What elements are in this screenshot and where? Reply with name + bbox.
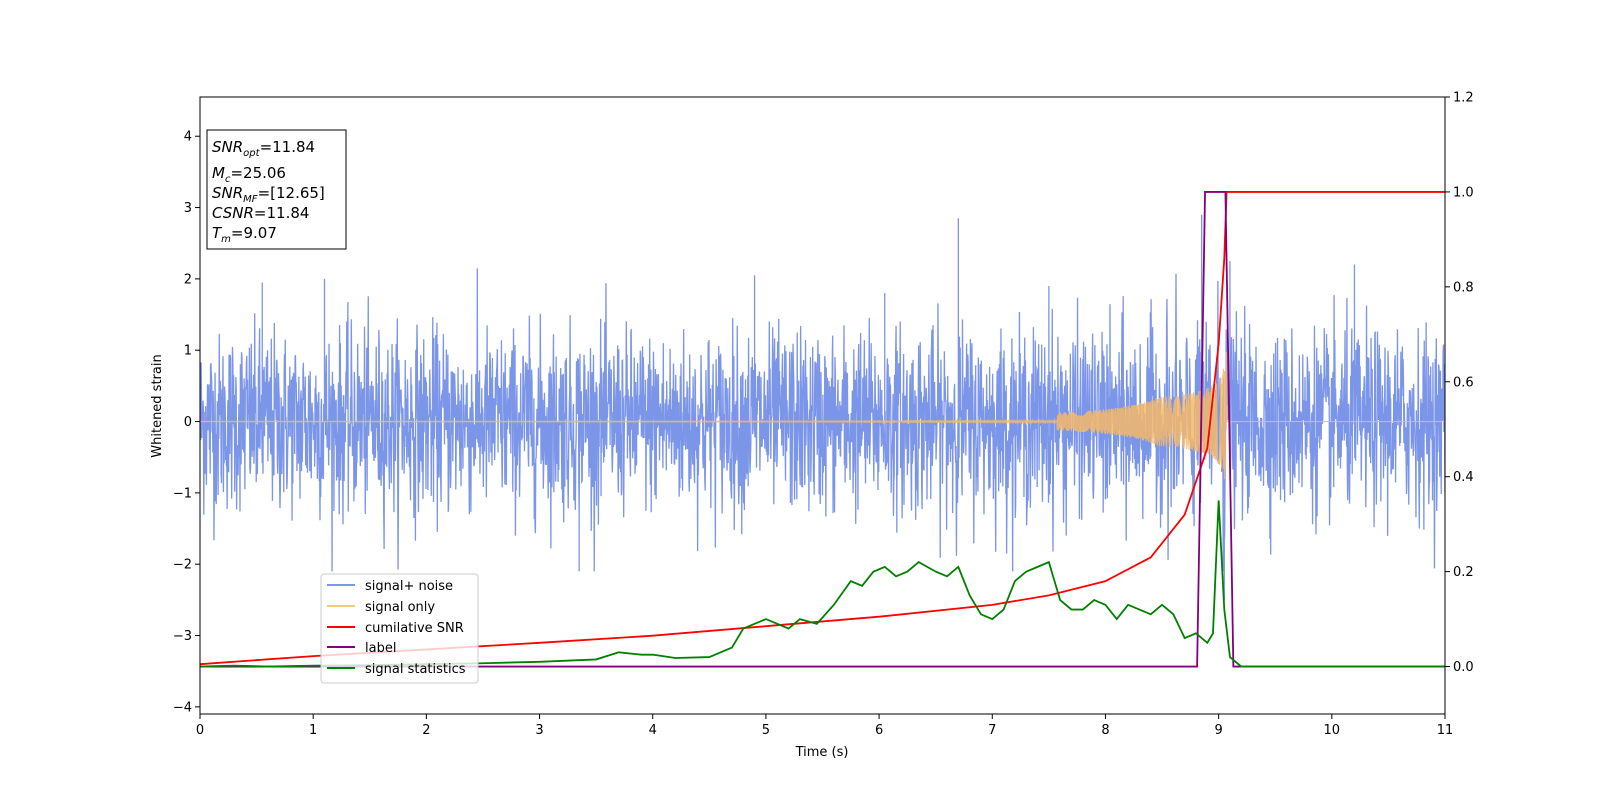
info-snr-opt: SNRopt=11.84 [212,138,315,159]
legend-label-cumulative-snr: cumilative SNR [365,621,464,636]
series-signal-only [200,351,1445,480]
y-tick-label: −4 [173,700,192,715]
x-tick-label: 8 [1101,723,1109,738]
x-tick-label: 3 [535,723,543,738]
x-tick-label: 0 [196,723,204,738]
y-tick-label: 3 [184,201,192,216]
x-tick-label: 5 [762,723,770,738]
x-axis-title: Time (s) [795,745,849,760]
y-tick-label: −1 [173,486,192,501]
x-tick-label: 11 [1437,723,1454,738]
series-signal-statistics [200,500,1445,668]
legend-item-label: label [327,641,396,656]
y-tick-label: −3 [173,629,192,644]
x-tick-label: 2 [422,723,430,738]
y-tick-label: 2 [184,272,192,287]
info-box: SNRopt=11.84 Mc=25.06 SNRMF=[12.65] CSNR… [206,129,347,250]
x-tick-label: 10 [1324,723,1341,738]
x-tick-label: 7 [988,723,996,738]
y2-tick-label: 0.2 [1453,565,1474,580]
x-tick-label: 1 [309,723,317,738]
y-tick-label: 0 [184,415,192,430]
plot-frame [199,96,1446,715]
x-tick-label: 6 [875,723,883,738]
y-tick-label: 1 [184,344,192,359]
y2-tick-label: 1.2 [1453,91,1474,106]
x-tick-label: 4 [649,723,657,738]
legend-label-signal-only: signal only [365,600,435,615]
y2-tick-label: 0.6 [1453,375,1474,390]
y-tick-label: 4 [184,130,192,145]
x-tick-label: 9 [1214,723,1222,738]
info-snr-mf: SNRMF=[12.65] [212,184,325,205]
info-box-frame [206,129,347,250]
legend-item-signal-only: signal only [327,600,435,615]
y-axis-title: Whitened strain [150,354,165,457]
legend-item-signal-statistics: signal statistics [327,662,466,677]
axes-layer: 0 1 2 3 4 5 6 7 8 9 10 11 −4 −3 −2 −1 0 1 2 3 4 0.0 0.2 0.4 0.6 0… [173,91,1474,739]
legend-item-signal-noise: signal+ noise [327,579,453,594]
legend-label-signal-statistics: signal statistics [365,662,466,677]
legend-label-label: label [365,641,396,656]
info-csnr: CSNR=11.84 [212,204,309,222]
series-signal-noise [200,214,1445,600]
series-cumulative-snr [200,191,1445,666]
y2-tick-label: 1.0 [1453,185,1474,200]
y-tick-label: −2 [173,558,192,573]
legend: signal+ noise signal only cumilative SNR… [320,573,479,684]
legend-frame [320,573,479,684]
y2-tick-label: 0.0 [1453,660,1474,675]
y2-tick-label: 0.8 [1453,280,1474,295]
legend-label-signal-noise: signal+ noise [365,579,453,594]
y2-tick-label: 0.4 [1453,470,1474,485]
legend-item-cumulative-snr: cumilative SNR [327,621,464,636]
info-tm: Tm=9.07 [212,224,277,245]
series-layer [200,191,1445,668]
info-mc: Mc=25.06 [212,164,286,185]
